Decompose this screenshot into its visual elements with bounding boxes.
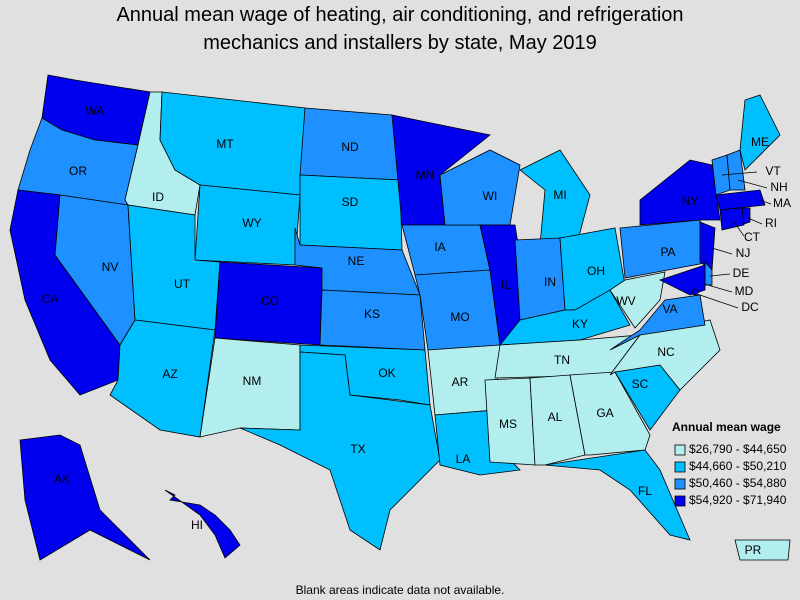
legend-swatch: [674, 495, 686, 507]
state: [658, 264, 706, 296]
state-label: VT: [765, 164, 781, 178]
state: [699, 221, 716, 271]
state-label: MD: [735, 284, 754, 298]
state-label: LA: [456, 452, 471, 466]
state: [739, 94, 781, 171]
state-label: MN: [416, 168, 435, 182]
state: [401, 224, 491, 276]
state-label: GA: [596, 406, 613, 420]
state-label: MO: [450, 310, 469, 324]
state-label: OK: [378, 366, 395, 380]
state-label: CT: [744, 230, 761, 244]
state: [609, 271, 666, 329]
state: [726, 149, 746, 191]
state-label: AL: [548, 410, 563, 424]
state-label: MI: [553, 188, 566, 202]
state-label: TN: [554, 353, 570, 367]
state-label: ID: [152, 190, 164, 204]
state-label: AZ: [162, 367, 177, 381]
state-label: SC: [632, 377, 649, 391]
title-part: Annual mean wage of heating, air conditi…: [116, 4, 683, 26]
legend-swatch: [674, 478, 686, 490]
state-label: IL: [501, 278, 511, 292]
state: [164, 489, 241, 559]
state-label: KS: [364, 307, 380, 321]
state-label: NE: [348, 254, 365, 268]
state-label: NM: [243, 374, 262, 388]
state: [734, 539, 791, 561]
state-label: MT: [216, 137, 234, 151]
state: [529, 374, 586, 466]
state-label: TX: [350, 442, 365, 456]
state-label: VA: [662, 302, 677, 316]
state: [544, 449, 691, 541]
state-label: RI: [765, 216, 777, 230]
legend-label: $54,920 - $71,940: [689, 493, 787, 507]
state-label: DC: [741, 300, 759, 314]
state: [19, 434, 151, 561]
legend: Annual mean wage $26,790 - $44,650 $44,66…: [672, 420, 787, 507]
state-label: FL: [638, 484, 652, 498]
leaders: [696, 171, 772, 309]
state: [715, 189, 766, 211]
state-label: OR: [69, 164, 87, 178]
state-label: OH: [587, 264, 605, 278]
state-label: WA: [86, 104, 105, 118]
state-label: NV: [102, 260, 119, 274]
state-label: ME: [751, 135, 769, 149]
state-label: PR: [745, 543, 762, 557]
title-line: Annual mean wage of heating, air conditi…: [116, 4, 683, 26]
state-label: WV: [616, 294, 635, 308]
state-label: NY: [682, 194, 699, 208]
state-label: PA: [660, 245, 675, 259]
state-label: MA: [773, 196, 791, 210]
state-label: CO: [261, 294, 279, 308]
state-labels: WA OR CA NV ID MT WY UT CO AZ NM ND SD NE KS OK TX M…: [42, 104, 791, 557]
legend-label: $50,460 - $54,880: [689, 476, 787, 490]
state: [514, 237, 566, 321]
state: [639, 159, 721, 226]
state-label: AK: [54, 472, 70, 486]
legend-label: $44,660 - $50,210: [689, 459, 787, 473]
state: [691, 288, 699, 296]
state-label: WI: [483, 189, 498, 203]
state-label: AR: [452, 375, 469, 389]
state-label: NC: [657, 345, 675, 359]
state-label: UT: [174, 277, 191, 291]
state-label: NJ: [736, 246, 751, 260]
state: [719, 207, 745, 231]
state: [239, 351, 441, 551]
title-line: mechanics and installers by state, May 2…: [203, 32, 597, 54]
state-label: ND: [341, 140, 359, 154]
legend-label: $26,790 - $44,650: [689, 442, 787, 456]
states: [9, 74, 791, 561]
state: [299, 174, 403, 251]
state-label: CA: [42, 292, 59, 306]
state-label: NH: [770, 180, 787, 194]
state-label: DE: [733, 266, 750, 280]
state: [439, 149, 521, 226]
title-part: mechanics and installers by state, May 2…: [203, 32, 597, 54]
state-label: IA: [434, 240, 445, 254]
note: Blank areas indicate data not available.: [296, 583, 505, 597]
legend-swatch: [674, 461, 686, 473]
legend-swatch: [674, 444, 686, 456]
state: [499, 289, 631, 346]
state-label: WY: [242, 216, 261, 230]
state-label: IN: [544, 275, 556, 289]
state: [109, 319, 216, 438]
state-label: MS: [499, 417, 517, 431]
state-label: SD: [342, 195, 359, 209]
state-label: KY: [572, 317, 588, 331]
legend-title: Annual mean wage: [672, 420, 781, 434]
state-label: HI: [191, 518, 203, 532]
